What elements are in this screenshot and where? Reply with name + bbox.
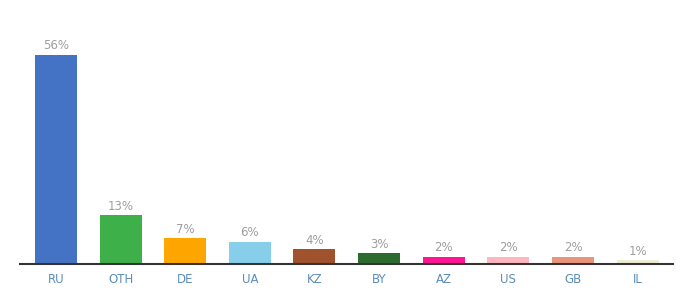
Text: 4%: 4%: [305, 234, 324, 247]
Bar: [164, 238, 206, 264]
Text: 3%: 3%: [370, 238, 388, 250]
Bar: [294, 249, 335, 264]
Text: 1%: 1%: [628, 245, 647, 258]
Text: 2%: 2%: [564, 241, 582, 254]
Text: 6%: 6%: [241, 226, 259, 239]
Text: 7%: 7%: [176, 223, 194, 236]
Bar: [358, 253, 400, 264]
Text: 56%: 56%: [43, 39, 69, 52]
Bar: [488, 256, 530, 264]
Bar: [35, 55, 77, 264]
Text: 13%: 13%: [107, 200, 133, 213]
Text: 2%: 2%: [435, 241, 453, 254]
Text: 2%: 2%: [499, 241, 517, 254]
Bar: [617, 260, 659, 264]
Bar: [423, 256, 464, 264]
Bar: [99, 215, 141, 264]
Bar: [552, 256, 594, 264]
Bar: [229, 242, 271, 264]
